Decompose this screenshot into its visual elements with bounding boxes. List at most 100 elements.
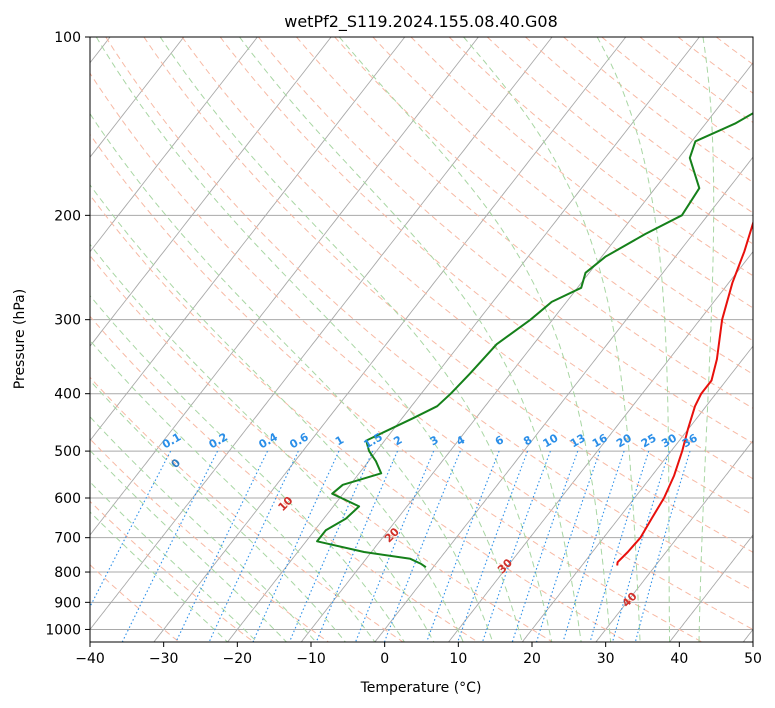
mixing-ratio-line: [90, 450, 172, 608]
mixing-ratio-label: 0.6: [287, 430, 311, 451]
x-tick-label: 20: [523, 651, 541, 667]
mixing-ratio-label: 1: [333, 433, 346, 448]
isotherm-line: [300, 62, 753, 642]
dry-adiabat-line: [90, 72, 753, 630]
isotherm-line: [374, 156, 753, 642]
mixing-ratio-label: 4: [454, 433, 467, 448]
dry-adiabat-line: [372, 37, 753, 342]
mixing-ratio-line: [481, 450, 551, 642]
chart-title: wetPf2_S119.2024.155.08.40.G08: [284, 12, 558, 32]
moist-adiabat-line: [338, 37, 612, 642]
isotherm-line: [90, 37, 553, 631]
x-tick-label: 40: [670, 651, 688, 667]
x-tick-label: −10: [296, 651, 326, 667]
dry-adiabat-line: [486, 37, 753, 245]
dry-adiabat-label: 30: [495, 556, 515, 576]
mixing-ratio-line: [612, 450, 670, 642]
mixing-ratio-line: [511, 450, 579, 642]
isotherm-line: [595, 439, 753, 642]
dry-adiabat-line: [90, 254, 553, 642]
x-axis-ticks: −40 −30 −20 −10 0 10 20 30 40 50: [75, 642, 762, 667]
dry-adiabat-line: [90, 438, 329, 642]
mixing-ratio-line: [208, 450, 299, 642]
dry-adiabat-line: [219, 37, 753, 480]
mixing-ratio-line: [562, 450, 625, 642]
x-tick-label: 10: [449, 651, 467, 667]
sounding-series: [316, 112, 753, 569]
dry-adiabat-label: 40: [620, 590, 640, 610]
y-tick-label: 600: [54, 491, 81, 507]
x-tick-label: −30: [149, 651, 179, 667]
mixing-ratio-line: [383, 450, 461, 642]
temperature-line: [616, 220, 753, 566]
dry-adiabat-line: [105, 37, 753, 591]
mixing-ratio-line: [252, 450, 340, 642]
moist-adiabat-line: [90, 379, 346, 642]
dry-adiabat-line: [181, 37, 753, 516]
y-tick-label: 800: [54, 565, 81, 581]
y-tick-label: 400: [54, 387, 81, 403]
y-tick-label: 300: [54, 313, 81, 329]
mixing-ratio-label: 25: [639, 431, 659, 450]
mixing-ratio-label: 10: [541, 431, 561, 450]
isotherm-line: [153, 37, 627, 642]
y-tick-label: 900: [54, 595, 81, 611]
mixing-ratio-line: [634, 450, 691, 642]
dry-adiabat-label: -10: [67, 415, 90, 438]
isotherm-line: [90, 37, 406, 442]
y-tick-label: 1000: [45, 622, 81, 638]
isotherm-line: [448, 250, 753, 642]
mixing-ratio-label: 20: [614, 431, 634, 450]
mixing-ratio-line: [121, 450, 218, 642]
y-axis-ticks: 100 200 300 400 500 600 700 800 900 1000: [45, 30, 90, 638]
moist-adiabat-line: [90, 511, 228, 642]
mixing-ratio-lines: [90, 450, 691, 642]
moist-adiabat-line: [90, 449, 287, 642]
dewpoint-line: [316, 112, 753, 569]
dry-adiabat-lines: [90, 37, 753, 642]
moist-adiabat-line: [90, 112, 494, 642]
dry-adiabat-label: 20: [382, 525, 402, 545]
isotherm-line: [90, 37, 479, 536]
x-tick-label: 0: [380, 651, 389, 667]
moist-adiabat-line: [463, 37, 641, 642]
y-tick-label: 200: [54, 208, 81, 224]
mixing-ratio-line: [426, 450, 500, 642]
isotherm-lines: [90, 37, 753, 642]
dry-adiabat-line: [258, 37, 753, 444]
moist-adiabat-line: [239, 37, 582, 642]
y-tick-label: 500: [54, 444, 81, 460]
moist-adiabat-line: [95, 37, 523, 642]
mixing-ratio-line: [175, 450, 268, 642]
isotherm-line: [227, 37, 700, 642]
mixing-ratio-label: 8: [521, 433, 534, 448]
dry-adiabat-line: [90, 500, 254, 642]
dry-adiabat-line: [90, 133, 703, 642]
mixing-ratio-label: 0.2: [207, 430, 230, 451]
mixing-ratio-label: 3: [428, 433, 441, 448]
dry-adiabat-line: [90, 194, 628, 642]
dry-adiabat-line: [296, 37, 753, 409]
dry-adiabat-line: [143, 37, 753, 553]
mixing-ratio-label: 13: [568, 431, 588, 450]
x-tick-label: 30: [597, 651, 615, 667]
dry-adiabat-line: [90, 315, 479, 642]
plot-frame: [89, 36, 754, 643]
isotherm-line: [521, 345, 753, 642]
isotherm-line: [90, 37, 332, 347]
moist-adiabat-line: [90, 481, 258, 642]
y-axis-label: Pressure (hPa): [12, 289, 28, 389]
isotherm-line: [669, 534, 753, 642]
moist-adiabat-line: [698, 37, 715, 642]
mixing-ratio-line: [457, 450, 529, 642]
y-tick-label: 100: [54, 30, 81, 46]
isotherm-line: [742, 628, 753, 642]
dry-adiabat-line: [90, 564, 180, 642]
mixing-ratio-line: [535, 450, 601, 642]
y-tick-label: 700: [54, 531, 81, 547]
dry-adiabat-line: [525, 37, 753, 214]
moist-adiabat-line: [90, 294, 405, 642]
x-tick-label: −20: [223, 651, 253, 667]
mixing-ratio-label: 6: [493, 433, 506, 448]
